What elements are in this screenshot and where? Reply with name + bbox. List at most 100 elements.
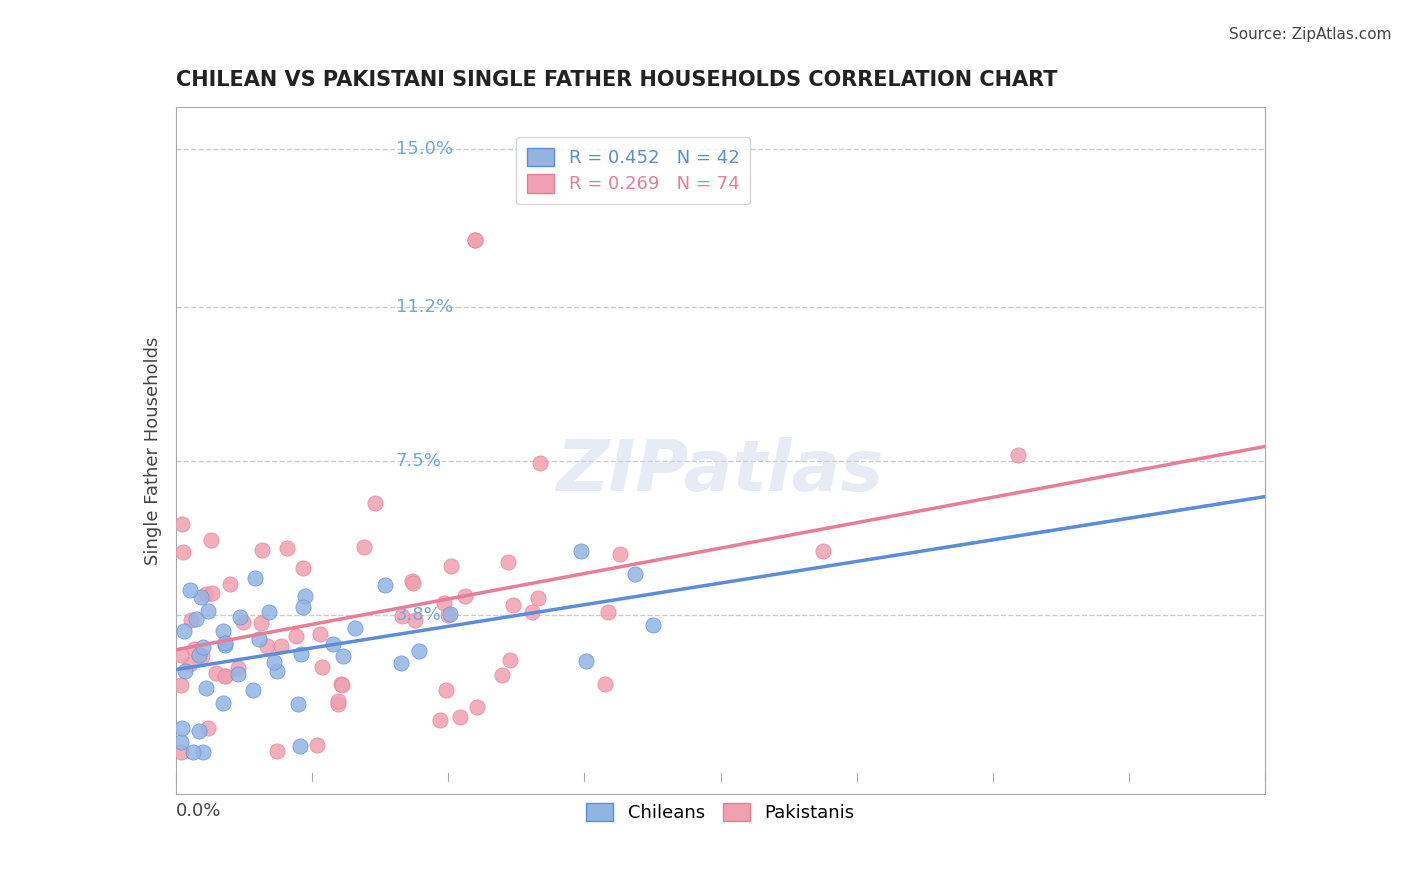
Chileans [408, 644, 430, 658]
Chileans [226, 667, 249, 681]
Pakistanis [401, 574, 423, 588]
Chileans [228, 610, 250, 624]
Pakistanis [491, 668, 513, 682]
Pakistanis [1007, 449, 1029, 463]
Pakistanis [429, 713, 451, 727]
Text: CHILEAN VS PAKISTANI SINGLE FATHER HOUSEHOLDS CORRELATION CHART: CHILEAN VS PAKISTANI SINGLE FATHER HOUSE… [176, 70, 1057, 90]
Pakistanis [527, 591, 550, 605]
Pakistanis [232, 615, 254, 630]
Chileans [257, 605, 280, 619]
Pakistanis [218, 577, 240, 591]
Pakistanis [284, 629, 307, 643]
Pakistanis [391, 609, 413, 624]
Chileans [439, 607, 461, 622]
Chileans [211, 624, 233, 638]
Pakistanis [593, 677, 616, 691]
Pakistanis [250, 543, 273, 558]
Pakistanis [170, 648, 193, 662]
Pakistanis [402, 575, 425, 590]
Pakistanis [364, 496, 387, 510]
Chileans [191, 640, 214, 655]
Chileans [190, 590, 212, 604]
Text: 3.8%: 3.8% [396, 606, 441, 624]
Chileans [569, 543, 592, 558]
Pakistanis [811, 544, 834, 558]
Pakistanis [205, 665, 228, 680]
Pakistanis [183, 641, 205, 656]
Pakistanis [270, 640, 292, 654]
Chileans [575, 654, 598, 668]
Chileans [287, 697, 309, 711]
Pakistanis [449, 710, 471, 724]
Pakistanis [180, 614, 202, 628]
Chileans [193, 745, 215, 759]
Chileans [172, 721, 194, 735]
Pakistanis [332, 678, 354, 692]
Pakistanis [465, 700, 488, 714]
Chileans [173, 624, 195, 638]
Chileans [290, 647, 312, 661]
Chileans [641, 617, 664, 632]
Pakistanis [214, 669, 236, 683]
Pakistanis [496, 555, 519, 569]
Pakistanis [529, 456, 551, 470]
Chileans [170, 735, 193, 749]
Text: Source: ZipAtlas.com: Source: ZipAtlas.com [1229, 27, 1392, 42]
Pakistanis [464, 233, 486, 247]
Pakistanis [596, 606, 619, 620]
Pakistanis [434, 683, 457, 698]
Chileans [332, 648, 354, 663]
Chileans [179, 582, 201, 597]
Pakistanis [437, 607, 460, 622]
Chileans [242, 682, 264, 697]
Pakistanis [292, 561, 315, 575]
Pakistanis [440, 559, 463, 574]
Pakistanis [179, 657, 201, 672]
Pakistanis [214, 668, 236, 682]
Text: 15.0%: 15.0% [396, 140, 453, 158]
Chileans [186, 612, 208, 626]
Pakistanis [453, 590, 475, 604]
Pakistanis [250, 615, 273, 630]
Chileans [266, 664, 288, 678]
Pakistanis [305, 738, 328, 752]
Pakistanis [197, 721, 219, 735]
Chileans [292, 599, 315, 614]
Pakistanis [499, 653, 522, 667]
Chileans [389, 657, 412, 671]
Chileans [187, 648, 209, 663]
Chileans [214, 635, 236, 649]
Pakistanis [433, 597, 456, 611]
Chileans [211, 696, 233, 710]
Pakistanis [520, 605, 543, 619]
Pakistanis [464, 233, 486, 247]
Pakistanis [170, 678, 193, 692]
Pakistanis [353, 541, 375, 555]
Chileans [322, 637, 344, 651]
Pakistanis [201, 586, 224, 600]
Pakistanis [330, 677, 353, 691]
Pakistanis [266, 744, 288, 758]
Chileans [247, 632, 270, 646]
Chileans [174, 664, 197, 678]
Pakistanis [170, 745, 193, 759]
Text: 7.5%: 7.5% [396, 452, 441, 470]
Chileans [243, 570, 266, 584]
Chileans [187, 724, 209, 739]
Chileans [263, 655, 285, 669]
Pakistanis [172, 545, 194, 559]
Pakistanis [191, 648, 214, 663]
Chileans [214, 638, 236, 652]
Pakistanis [311, 660, 333, 674]
Text: 0.0%: 0.0% [176, 802, 221, 820]
Pakistanis [256, 640, 278, 654]
Pakistanis [172, 517, 194, 532]
Chileans [288, 739, 311, 753]
Chileans [624, 566, 647, 581]
Pakistanis [195, 587, 218, 601]
Chileans [195, 681, 218, 695]
Y-axis label: Single Father Households: Single Father Households [143, 336, 162, 565]
Text: ZIPatlas: ZIPatlas [557, 436, 884, 506]
Chileans [344, 622, 367, 636]
Pakistanis [226, 661, 249, 675]
